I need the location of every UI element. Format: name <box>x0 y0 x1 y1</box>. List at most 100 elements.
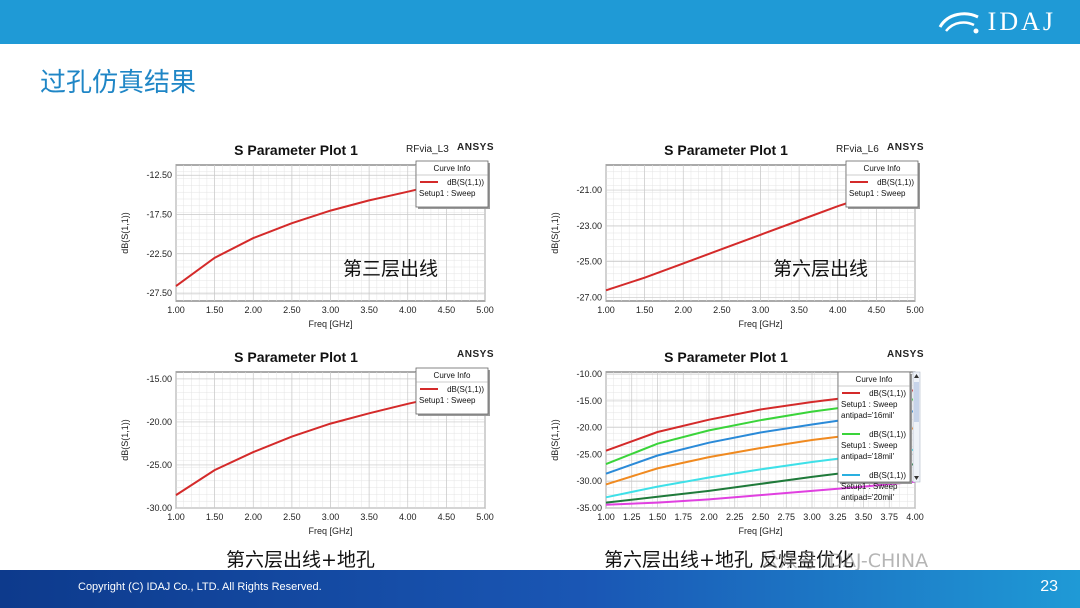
curve-info-legend[interactable]: Curve Info dB(S(1,1)) Setup1 : Sweep <box>415 367 490 416</box>
y-tick-label: -27.50 <box>146 288 172 298</box>
y-axis-label: dB(S(1,1)) <box>120 419 130 461</box>
legend-title: Curve Info <box>434 371 471 380</box>
x-tick-label: 3.00 <box>322 305 340 315</box>
x-tick-label: 2.00 <box>674 305 692 315</box>
vendor-label: ANSYS <box>887 349 924 360</box>
legend-entry-text: Setup1 : Sweep <box>419 189 476 198</box>
y-axis-label: dB(S(1,1)) <box>120 212 130 254</box>
series-line <box>605 196 866 292</box>
x-axis-label: Freq [GHz] <box>308 526 352 536</box>
x-tick-label: 3.50 <box>790 305 808 315</box>
x-tick-label: 3.75 <box>880 512 898 522</box>
x-tick-label: 1.00 <box>167 512 185 522</box>
y-tick-label: -15.00 <box>576 396 602 406</box>
x-tick-label: 5.00 <box>906 305 924 315</box>
y-tick-label: -17.50 <box>146 210 172 220</box>
swirl-logo-icon <box>938 12 979 34</box>
chart-svg: S Parameter Plot 1 RFvia_L6 ANSYS 1.00 1.50 2… <box>550 142 924 329</box>
x-tick-label: 1.50 <box>206 512 224 522</box>
x-tick-label: 2.00 <box>700 512 718 522</box>
legend-entry-text: dB(S(1,1)) <box>447 385 484 394</box>
chart-svg: S Parameter Plot 1 RFvia_L3 ANSYS 1.00 1.50 2… <box>120 142 494 329</box>
x-tick-label: 2.25 <box>726 512 744 522</box>
logo-text: IDAJ <box>987 7 1056 36</box>
y-tick-label: -12.50 <box>146 170 172 180</box>
vendor-label: ANSYS <box>887 142 924 153</box>
series-line <box>175 396 436 496</box>
x-tick-label: 1.75 <box>674 512 692 522</box>
chart-title: S Parameter Plot 1 <box>234 142 358 158</box>
x-tick-label: 4.00 <box>399 512 417 522</box>
y-tick-label: -35.00 <box>576 503 602 513</box>
x-tick-label: 3.00 <box>752 305 770 315</box>
curve-info-legend[interactable]: Curve Info dB(S(1,1)) Setup1 : Sweep antipa… <box>837 371 912 502</box>
scroll-up-icon[interactable] <box>914 374 919 378</box>
legend-box <box>415 367 489 415</box>
y-tick-label: -25.00 <box>576 449 602 459</box>
series-line <box>175 184 436 287</box>
curve-info-legend[interactable]: Curve Info dB(S(1,1)) Setup1 : Sweep <box>845 160 920 209</box>
vendor-label: ANSYS <box>457 142 494 153</box>
watermark: 公众号·IDAJ-CHINA <box>760 550 929 572</box>
x-tick-label: 4.00 <box>399 305 417 315</box>
chart-svg: S Parameter Plot 1 ANSYS 1.00 1.50 2.00 2.50 3… <box>120 349 494 536</box>
x-tick-label: 1.00 <box>597 512 615 522</box>
y-tick-label: -22.50 <box>146 249 172 259</box>
legend-title: Curve Info <box>434 164 471 173</box>
y-tick-label: -21.00 <box>576 185 602 195</box>
x-tick-label: 1.00 <box>167 305 185 315</box>
x-tick-label: 1.50 <box>649 512 667 522</box>
legend-entry-text: Setup1 : Sweep <box>841 482 898 491</box>
y-tick-label: -15.00 <box>146 374 172 384</box>
x-tick-label: 5.00 <box>476 305 494 315</box>
legend-scrollbar[interactable] <box>912 371 921 483</box>
legend-entry-text: dB(S(1,1)) <box>447 178 484 187</box>
page-number: 23 <box>1040 578 1058 595</box>
vendor-label: ANSYS <box>457 349 494 360</box>
x-tick-label: 2.75 <box>777 512 795 522</box>
x-tick-label: 2.50 <box>283 305 301 315</box>
legend-scroll-thumb[interactable] <box>914 382 919 422</box>
x-axis-label: Freq [GHz] <box>738 526 782 536</box>
x-tick-label: 5.00 <box>476 512 494 522</box>
y-tick-label: -30.00 <box>146 503 172 513</box>
x-tick-label: 1.50 <box>636 305 654 315</box>
legend-box <box>837 371 911 483</box>
x-tick-label: 2.50 <box>283 512 301 522</box>
x-axis-label: Freq [GHz] <box>738 319 782 329</box>
copyright-text: Copyright (C) IDAJ Co., LTD. All Rights … <box>78 581 322 593</box>
y-tick-label: -20.00 <box>576 423 602 433</box>
legend-title: Curve Info <box>864 164 901 173</box>
caption-bottom-right: 第六层出线+地孔 反焊盘优化 <box>604 549 854 571</box>
y-tick-label: -10.00 <box>576 369 602 379</box>
legend-entry-text: Setup1 : Sweep <box>849 189 906 198</box>
legend-entry-text: dB(S(1,1)) <box>877 178 914 187</box>
x-tick-label: 3.00 <box>803 512 821 522</box>
y-axis-label: dB(S(1,1)) <box>550 419 560 461</box>
chart-panel-layer3: S Parameter Plot 1 RFvia_L3 ANSYS 1.00 1.50 2… <box>110 133 510 333</box>
x-tick-label: 3.25 <box>829 512 847 522</box>
chart-title: S Parameter Plot 1 <box>234 349 358 365</box>
x-tick-label: 1.00 <box>597 305 615 315</box>
chart-title: S Parameter Plot 1 <box>664 349 788 365</box>
x-tick-label: 4.00 <box>829 305 847 315</box>
y-tick-label: -27.00 <box>576 292 602 302</box>
legend-box <box>415 160 489 208</box>
legend-entry-text: dB(S(1,1)) <box>869 430 906 439</box>
chart-svg: S Parameter Plot 1 ANSYS 1.00 1.25 1.50 1.75 2… <box>550 349 924 536</box>
legend-entry-text: Setup1 : Sweep <box>841 441 898 450</box>
legend-entry-text: dB(S(1,1)) <box>869 471 906 480</box>
overlay-label: 第三层出线 <box>343 258 438 280</box>
series-line <box>605 480 916 506</box>
legend-entry-text: antipad='16mil' <box>841 411 895 420</box>
x-tick-label: 2.00 <box>244 305 262 315</box>
legend-entry-text: antipad='20mil' <box>841 493 895 502</box>
overlay-label: 第六层出线 <box>773 258 868 280</box>
curve-info-legend[interactable]: Curve Info dB(S(1,1)) Setup1 : Sweep <box>415 160 490 209</box>
page-title: 过孔仿真结果 <box>40 68 197 98</box>
y-tick-label: -25.00 <box>146 460 172 470</box>
x-tick-label: 3.50 <box>855 512 873 522</box>
scroll-down-icon[interactable] <box>914 476 919 480</box>
chart-title: S Parameter Plot 1 <box>664 142 788 158</box>
y-tick-label: -20.00 <box>146 417 172 427</box>
